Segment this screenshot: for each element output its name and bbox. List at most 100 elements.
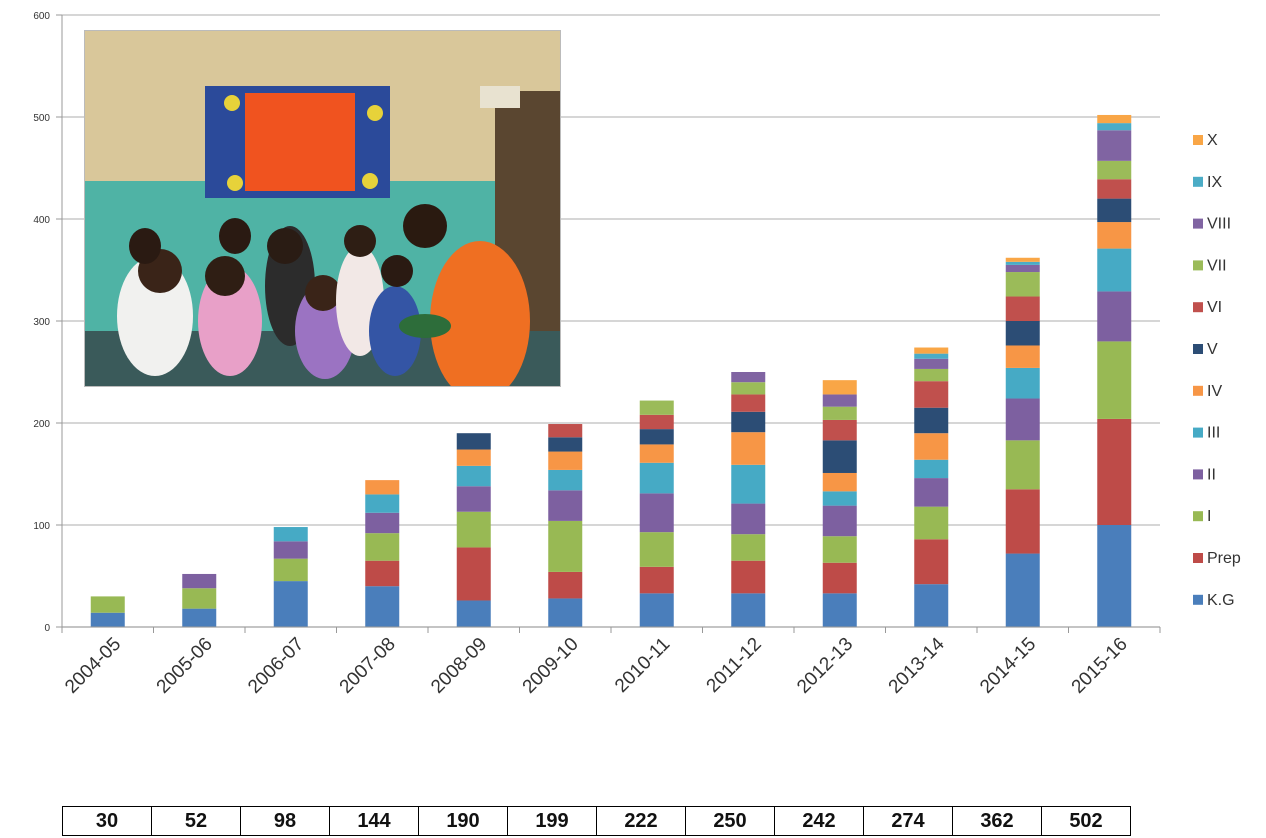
total-cell: 242 xyxy=(774,806,864,836)
x-tick-label: 2007-08 xyxy=(336,634,400,698)
bar-segment xyxy=(731,503,766,535)
bar-segment xyxy=(914,368,949,382)
bar-segment xyxy=(914,358,949,369)
bar-segment xyxy=(731,534,766,561)
bar-segment xyxy=(1097,341,1132,419)
bar-segment xyxy=(90,596,125,613)
bar-segment xyxy=(822,505,857,537)
legend-label: IV xyxy=(1207,383,1222,400)
legend-swatch xyxy=(1193,218,1203,229)
legend-swatch xyxy=(1193,427,1203,438)
legend-label: Prep xyxy=(1207,550,1241,567)
y-tick-label: 300 xyxy=(33,317,50,328)
classroom-photo-icon xyxy=(85,31,560,386)
bar-segment xyxy=(822,491,857,506)
legend-label: II xyxy=(1207,466,1216,483)
total-cell: 222 xyxy=(596,806,686,836)
total-cell: 98 xyxy=(240,806,330,836)
bars xyxy=(90,114,1132,627)
bar-segment xyxy=(1005,321,1040,346)
legend-label: I xyxy=(1207,508,1211,525)
bar-segment xyxy=(548,424,583,438)
bar-segment xyxy=(731,560,766,594)
bar-segment xyxy=(365,560,400,587)
bar-segment xyxy=(90,612,125,627)
x-tick-label: 2010-11 xyxy=(611,634,674,697)
legend-label: K.G xyxy=(1207,592,1235,609)
bar-segment xyxy=(273,541,308,559)
y-tick-label: 600 xyxy=(33,11,50,22)
bar-segment xyxy=(822,440,857,473)
bar-segment xyxy=(731,382,766,395)
legend-swatch xyxy=(1193,594,1203,605)
bar-segment xyxy=(639,429,674,445)
bar-segment xyxy=(365,480,400,495)
bar-segment xyxy=(456,600,491,627)
bar-segment xyxy=(182,608,217,627)
bar-segment xyxy=(365,586,400,627)
bar-segment xyxy=(1097,130,1132,161)
bar-segment xyxy=(273,581,308,627)
bar-segment xyxy=(1097,418,1132,525)
bar-segment xyxy=(822,562,857,594)
bar-segment xyxy=(822,406,857,420)
x-tick-label: 2004-05 xyxy=(61,634,125,698)
bar-segment xyxy=(639,593,674,627)
bar-segment xyxy=(1097,179,1132,199)
total-cell: 30 xyxy=(62,806,152,836)
x-tick-label: 2009-10 xyxy=(519,634,583,698)
total-cell: 52 xyxy=(151,806,241,836)
bar-segment xyxy=(1005,440,1040,490)
bar-segment xyxy=(1005,264,1040,273)
legend-label: VIII xyxy=(1207,216,1231,233)
x-tick-label: 2013-14 xyxy=(885,633,949,697)
bar-segment xyxy=(731,394,766,412)
total-cell: 274 xyxy=(863,806,953,836)
bar-segment xyxy=(548,451,583,470)
totals-table: 30 52 98 144 190 199 222 250 242 274 362 502 xyxy=(62,806,1131,836)
bar-segment xyxy=(1097,222,1132,249)
bar-segment xyxy=(822,472,857,492)
bar-segment xyxy=(1097,291,1132,342)
bar-segment xyxy=(639,400,674,415)
bar-segment xyxy=(182,588,217,609)
x-tick-label: 2015-16 xyxy=(1068,634,1132,698)
y-tick-label: 0 xyxy=(44,623,50,634)
bar-segment xyxy=(914,347,949,354)
y-tick-label: 400 xyxy=(33,215,50,226)
bar-segment xyxy=(365,494,400,513)
bar-segment xyxy=(914,539,949,585)
bar-segment xyxy=(639,462,674,494)
bar-segment xyxy=(731,432,766,465)
bar-segment xyxy=(914,506,949,540)
total-cell: 250 xyxy=(685,806,775,836)
y-tick-label: 500 xyxy=(33,113,50,124)
bar-segment xyxy=(365,533,400,561)
bar-segment xyxy=(914,353,949,359)
bar-segment xyxy=(1005,398,1040,441)
bar-segment xyxy=(1097,123,1132,131)
bar-segment xyxy=(822,593,857,627)
legend-swatch xyxy=(1193,176,1203,187)
bar-segment xyxy=(1097,248,1132,292)
totals-row: 30 52 98 144 190 199 222 250 242 274 362 502 xyxy=(62,806,1131,836)
x-tick-label: 2011-12 xyxy=(703,634,766,697)
bar-segment xyxy=(1097,525,1132,627)
legend-swatch xyxy=(1193,511,1203,522)
bar-segment xyxy=(1097,160,1132,180)
bar-segment xyxy=(914,433,949,460)
total-cell: 362 xyxy=(952,806,1042,836)
bar-segment xyxy=(456,547,491,601)
bar-segment xyxy=(365,512,400,534)
bar-segment xyxy=(731,593,766,627)
bar-segment xyxy=(1005,296,1040,321)
bar-segment xyxy=(639,444,674,463)
bar-segment xyxy=(731,372,766,383)
x-tick-label: 2014-15 xyxy=(976,634,1040,698)
legend-swatch xyxy=(1193,135,1203,145)
bar-segment xyxy=(182,573,217,589)
legend-swatch xyxy=(1193,344,1203,354)
total-cell: 502 xyxy=(1041,806,1131,836)
bar-segment xyxy=(456,511,491,548)
classroom-photo xyxy=(84,30,561,387)
